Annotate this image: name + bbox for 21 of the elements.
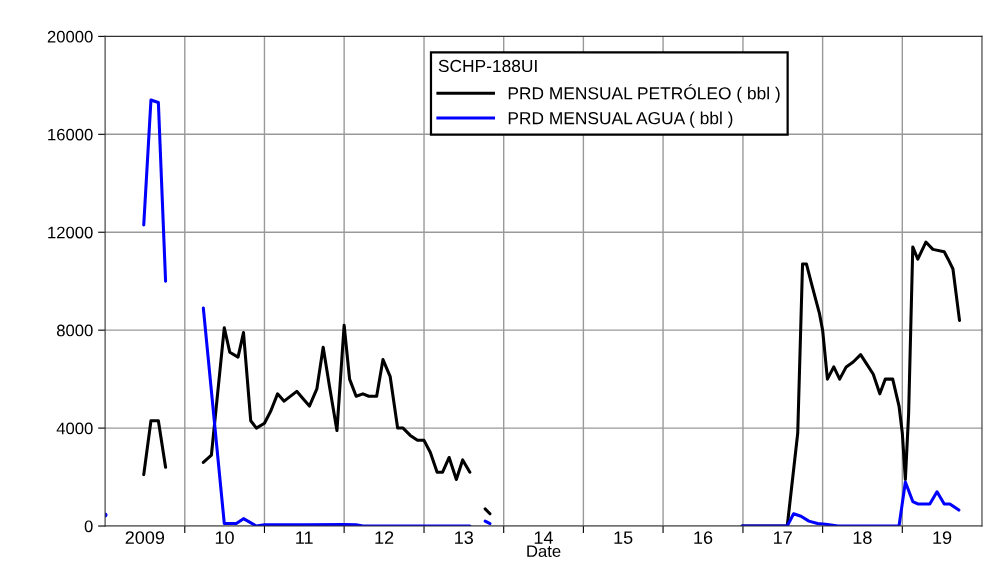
x-tick-label: 10 — [215, 531, 234, 544]
x-axis-title: Date — [527, 545, 561, 558]
x-tick-label: 2009 — [125, 531, 165, 544]
x-tick-label: 13 — [455, 531, 474, 544]
legend-title: SCHP-188UI — [438, 59, 537, 73]
x-tick-label: 14 — [534, 531, 553, 544]
x-tick-label: 19 — [933, 531, 952, 544]
y-tick-label: 4000 — [56, 422, 93, 435]
x-tick-label: 18 — [853, 531, 872, 544]
x-tick-label: 11 — [296, 531, 313, 544]
y-tick-label: 8000 — [56, 324, 93, 337]
y-tick-label: 12000 — [48, 226, 93, 239]
legend-label: PRD MENSUAL PETRÓLEO ( bbl ) — [508, 84, 780, 103]
y-tick-label: 16000 — [48, 128, 93, 141]
x-tick-label: 15 — [614, 531, 633, 544]
y-tick-label: 20000 — [47, 30, 93, 43]
x-tick-label: 12 — [375, 531, 394, 544]
x-tick-label: 17 — [774, 531, 792, 544]
x-tick-label: 16 — [694, 531, 713, 544]
legend-label: PRD MENSUAL AGUA ( bbl ) — [508, 111, 733, 128]
y-tick-label: 0 — [84, 520, 93, 533]
